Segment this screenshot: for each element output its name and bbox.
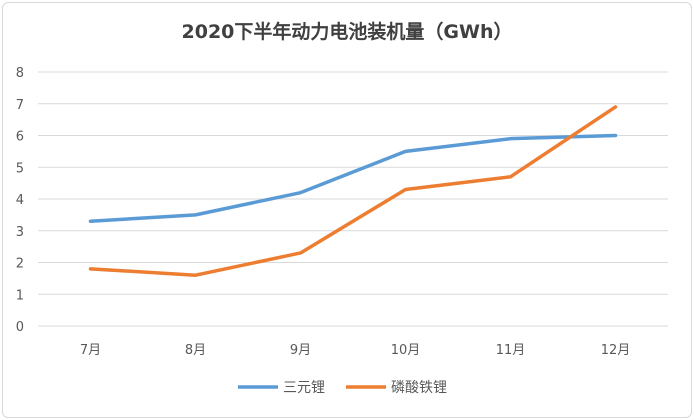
y-tick-label: 0 — [16, 320, 24, 335]
y-tick-label: 4 — [16, 193, 24, 208]
x-tick-label: 9月 — [290, 343, 311, 358]
x-tick-label: 12月 — [601, 343, 631, 358]
legend-label: 磷酸铁锂 — [391, 380, 447, 396]
series-line-磷酸铁锂 — [88, 105, 618, 277]
x-tick-label: 10月 — [391, 343, 421, 358]
legend-label: 三元锂 — [283, 380, 325, 396]
chart-title: 2020下半年动力电池装机量（GWh） — [182, 20, 513, 43]
y-tick-label: 7 — [16, 98, 24, 113]
x-tick-label: 7月 — [80, 343, 101, 358]
y-tick-label: 8 — [16, 66, 24, 81]
y-tick-label: 2 — [16, 257, 24, 272]
y-tick-label: 6 — [16, 130, 24, 145]
y-tick-label: 5 — [16, 161, 24, 176]
x-tick-label: 8月 — [185, 343, 206, 358]
x-tick-label: 11月 — [496, 343, 526, 358]
y-tick-label: 1 — [16, 288, 24, 303]
series-line-三元锂 — [88, 133, 618, 223]
y-tick-label: 3 — [16, 225, 24, 240]
